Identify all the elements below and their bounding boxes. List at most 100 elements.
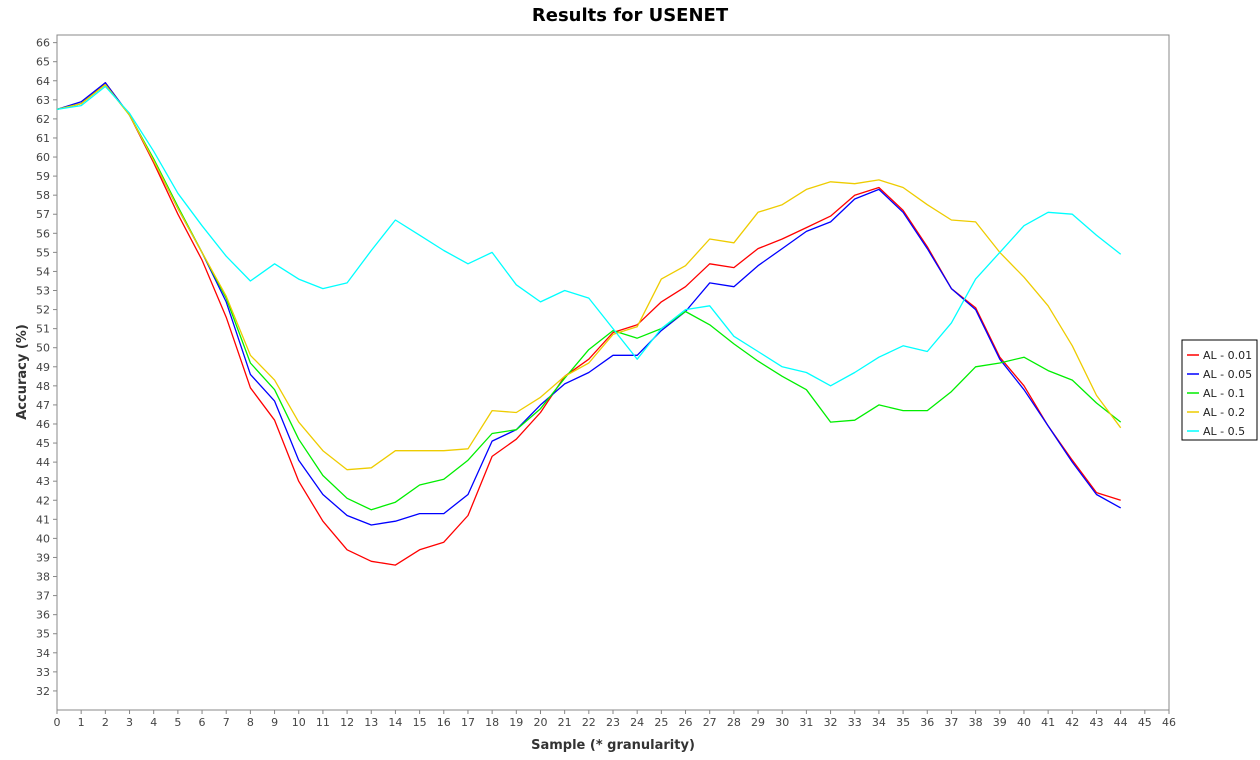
- x-tick-label: 44: [1114, 716, 1128, 729]
- y-tick-label: 39: [36, 551, 50, 564]
- y-tick-label: 66: [36, 37, 50, 50]
- y-tick-label: 65: [36, 56, 50, 69]
- x-tick-label: 5: [174, 716, 181, 729]
- y-tick-label: 63: [36, 94, 50, 107]
- x-tick-label: 32: [824, 716, 838, 729]
- x-tick-label: 7: [223, 716, 230, 729]
- y-tick-label: 53: [36, 285, 50, 298]
- x-tick-label: 16: [437, 716, 451, 729]
- y-tick-label: 38: [36, 571, 50, 584]
- x-tick-label: 19: [509, 716, 523, 729]
- y-tick-label: 56: [36, 227, 50, 240]
- y-tick-label: 44: [36, 456, 50, 469]
- x-tick-label: 21: [558, 716, 572, 729]
- series-line-4: [56, 85, 1122, 387]
- x-tick-label: 8: [247, 716, 254, 729]
- y-tick-label: 45: [36, 437, 50, 450]
- y-tick-label: 51: [36, 323, 50, 336]
- y-tick-label: 49: [36, 361, 50, 374]
- y-tick-label: 40: [36, 532, 50, 545]
- y-tick-label: 34: [36, 647, 50, 660]
- x-tick-label: 13: [364, 716, 378, 729]
- x-tick-label: 11: [316, 716, 330, 729]
- y-tick-label: 43: [36, 475, 50, 488]
- x-tick-label: 6: [199, 716, 206, 729]
- x-tick-label: 23: [606, 716, 620, 729]
- y-tick-label: 54: [36, 265, 50, 278]
- y-tick-label: 36: [36, 609, 50, 622]
- y-tick-label: 62: [36, 113, 50, 126]
- x-tick-label: 25: [654, 716, 668, 729]
- y-tick-label: 35: [36, 628, 50, 641]
- legend-label: AL - 0.2: [1203, 406, 1245, 419]
- x-tick-label: 33: [848, 716, 862, 729]
- y-tick-label: 37: [36, 590, 50, 603]
- x-tick-label: 36: [920, 716, 934, 729]
- x-tick-label: 10: [292, 716, 306, 729]
- y-tick-label: 48: [36, 380, 50, 393]
- legend: AL - 0.01 AL - 0.05 AL - 0.1 AL - 0.2 AL - 0…: [1181, 339, 1258, 441]
- x-tick-label: 9: [271, 716, 278, 729]
- x-tick-label: 45: [1138, 716, 1152, 729]
- x-tick-label: 37: [944, 716, 958, 729]
- x-tick-label: 2: [102, 716, 109, 729]
- x-tick-label: 4: [150, 716, 157, 729]
- x-tick-label: 41: [1041, 716, 1055, 729]
- y-tick-label: 33: [36, 666, 50, 679]
- x-axis: 0 1 2 3 4 5 6 7 8 9 10 11 12 13 14 15 16 17 18 19 20 21 22 23 24…: [54, 710, 1176, 729]
- x-tick-label: 26: [679, 716, 693, 729]
- y-tick-label: 32: [36, 685, 50, 698]
- y-tick-label: 64: [36, 75, 50, 88]
- y-tick-label: 58: [36, 189, 50, 202]
- series-line-3: [56, 83, 1122, 471]
- x-tick-label: 17: [461, 716, 475, 729]
- y-axis-label: Accuracy (%): [15, 324, 30, 420]
- x-tick-label: 46: [1162, 716, 1176, 729]
- series-line-2: [56, 83, 1122, 511]
- legend-label: AL - 0.1: [1203, 387, 1245, 400]
- y-tick-label: 41: [36, 513, 50, 526]
- x-tick-label: 1: [78, 716, 85, 729]
- legend-label: AL - 0.5: [1203, 425, 1245, 438]
- x-tick-label: 39: [993, 716, 1007, 729]
- x-tick-label: 34: [872, 716, 886, 729]
- x-tick-label: 38: [969, 716, 983, 729]
- y-tick-label: 59: [36, 170, 50, 183]
- x-axis-label: Sample (* granularity): [531, 738, 695, 753]
- x-tick-label: 43: [1089, 716, 1103, 729]
- x-tick-label: 31: [799, 716, 813, 729]
- y-tick-label: 61: [36, 132, 50, 145]
- x-tick-label: 28: [727, 716, 741, 729]
- legend-label: AL - 0.01: [1203, 349, 1252, 362]
- plot-area: [56, 34, 1170, 711]
- x-tick-label: 40: [1017, 716, 1031, 729]
- series-line-1: [56, 82, 1122, 526]
- x-tick-label: 18: [485, 716, 499, 729]
- y-tick-label: 57: [36, 208, 50, 221]
- y-tick-label: 46: [36, 418, 50, 431]
- y-tick-label: 50: [36, 342, 50, 355]
- x-tick-label: 15: [413, 716, 427, 729]
- series-lines: [56, 82, 1122, 566]
- y-tick-label: 55: [36, 246, 50, 259]
- legend-label: AL - 0.05: [1203, 368, 1252, 381]
- y-tick-label: 52: [36, 304, 50, 317]
- chart-title: Results for USENET: [532, 5, 729, 26]
- x-tick-label: 30: [775, 716, 789, 729]
- legend-box: [1181, 339, 1258, 441]
- x-tick-label: 0: [54, 716, 61, 729]
- x-tick-label: 42: [1065, 716, 1079, 729]
- y-axis: 32 33 34 35 36 37 38 39 40 41 42 43 44 45 46 47 48 49 50 51…: [36, 37, 57, 698]
- x-tick-label: 22: [582, 716, 596, 729]
- y-tick-label: 42: [36, 494, 50, 507]
- x-tick-label: 20: [533, 716, 547, 729]
- x-tick-label: 12: [340, 716, 354, 729]
- x-tick-label: 24: [630, 716, 644, 729]
- x-tick-label: 14: [388, 716, 402, 729]
- x-tick-label: 27: [703, 716, 717, 729]
- x-tick-label: 3: [126, 716, 133, 729]
- x-tick-label: 35: [896, 716, 910, 729]
- x-tick-label: 29: [751, 716, 765, 729]
- y-tick-label: 47: [36, 399, 50, 412]
